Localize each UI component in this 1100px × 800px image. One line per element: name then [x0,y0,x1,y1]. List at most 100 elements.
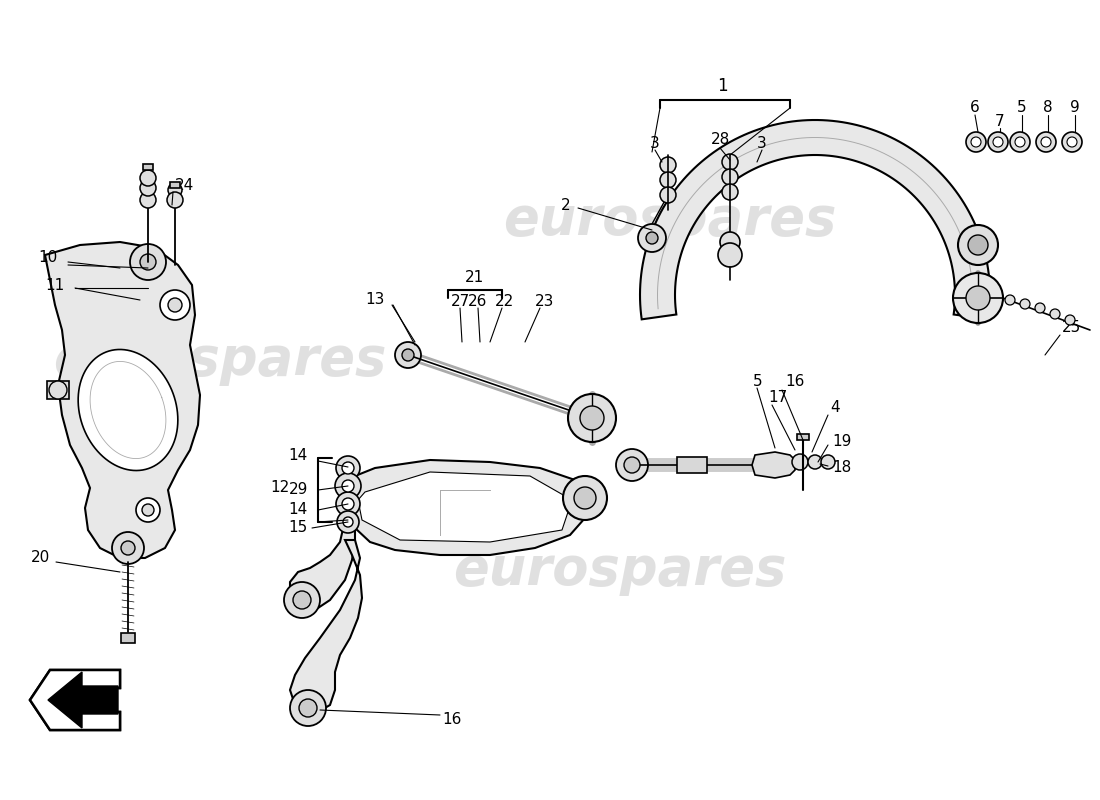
Text: 15: 15 [288,519,308,534]
Circle shape [568,394,616,442]
Circle shape [821,455,835,469]
Circle shape [638,224,666,252]
Circle shape [574,487,596,509]
Text: 14: 14 [288,502,308,518]
Text: 8: 8 [1043,101,1053,115]
Circle shape [971,137,981,147]
Text: 3: 3 [757,135,767,150]
Circle shape [1005,295,1015,305]
Circle shape [112,532,144,564]
Circle shape [722,154,738,170]
Text: 28: 28 [711,133,729,147]
Circle shape [808,455,822,469]
Circle shape [336,492,360,516]
Circle shape [720,232,740,252]
Polygon shape [640,120,990,319]
Polygon shape [752,452,795,478]
Polygon shape [78,350,178,470]
Circle shape [284,582,320,618]
Polygon shape [345,460,590,555]
Polygon shape [30,670,120,730]
Bar [47,381,69,399]
Circle shape [168,298,182,312]
Text: 26: 26 [469,294,487,310]
Text: 19: 19 [832,434,851,450]
Circle shape [140,180,156,196]
Circle shape [660,172,676,188]
Circle shape [50,381,67,399]
Circle shape [136,498,160,522]
Text: eurospares: eurospares [504,194,837,246]
Circle shape [953,273,1003,323]
Circle shape [988,132,1008,152]
Circle shape [660,157,676,173]
Text: 9: 9 [1070,101,1080,115]
Polygon shape [48,672,118,728]
Circle shape [342,480,354,492]
Text: 12: 12 [271,481,290,495]
Text: 25: 25 [1062,321,1081,335]
Text: 18: 18 [832,461,851,475]
Circle shape [337,511,359,533]
Circle shape [168,183,182,197]
Text: 1: 1 [717,77,727,95]
Text: 6: 6 [970,101,980,115]
Text: 2: 2 [560,198,570,213]
Circle shape [402,349,414,361]
Text: 4: 4 [830,401,839,415]
Circle shape [140,170,156,186]
Circle shape [1015,137,1025,147]
Text: 23: 23 [536,294,554,310]
Text: 17: 17 [768,390,788,406]
Circle shape [140,254,156,270]
Circle shape [718,243,743,267]
Text: eurospares: eurospares [453,544,786,596]
Circle shape [624,457,640,473]
Text: 22: 22 [495,294,515,310]
Circle shape [1065,315,1075,325]
Text: 10: 10 [39,250,58,266]
Circle shape [580,406,604,430]
Circle shape [660,187,676,203]
Circle shape [1035,303,1045,313]
Circle shape [342,498,354,510]
Circle shape [616,449,648,481]
Circle shape [336,473,361,499]
Circle shape [646,232,658,244]
Circle shape [1020,299,1030,309]
Bar [676,457,707,473]
Circle shape [993,137,1003,147]
Circle shape [121,541,135,555]
Text: 7: 7 [996,114,1004,130]
Circle shape [130,244,166,280]
Polygon shape [290,490,355,610]
Polygon shape [290,540,362,712]
Bar [170,182,180,188]
Circle shape [1050,309,1060,319]
Text: 20: 20 [31,550,50,566]
Circle shape [336,456,360,480]
Circle shape [1036,132,1056,152]
Circle shape [293,591,311,609]
Circle shape [563,476,607,520]
Text: 16: 16 [442,713,461,727]
Circle shape [958,225,998,265]
Circle shape [722,184,738,200]
Circle shape [140,192,156,208]
Circle shape [299,699,317,717]
Circle shape [722,169,738,185]
Circle shape [142,504,154,516]
Circle shape [1067,137,1077,147]
Circle shape [1062,132,1082,152]
Text: 5: 5 [754,374,762,390]
Text: 24: 24 [175,178,195,193]
Bar [798,434,808,440]
Text: 27: 27 [450,294,470,310]
Polygon shape [358,472,572,542]
Text: 16: 16 [785,374,804,390]
Circle shape [342,462,354,474]
Circle shape [160,290,190,320]
Text: 11: 11 [46,278,65,293]
Circle shape [966,286,990,310]
Text: 13: 13 [365,293,385,307]
